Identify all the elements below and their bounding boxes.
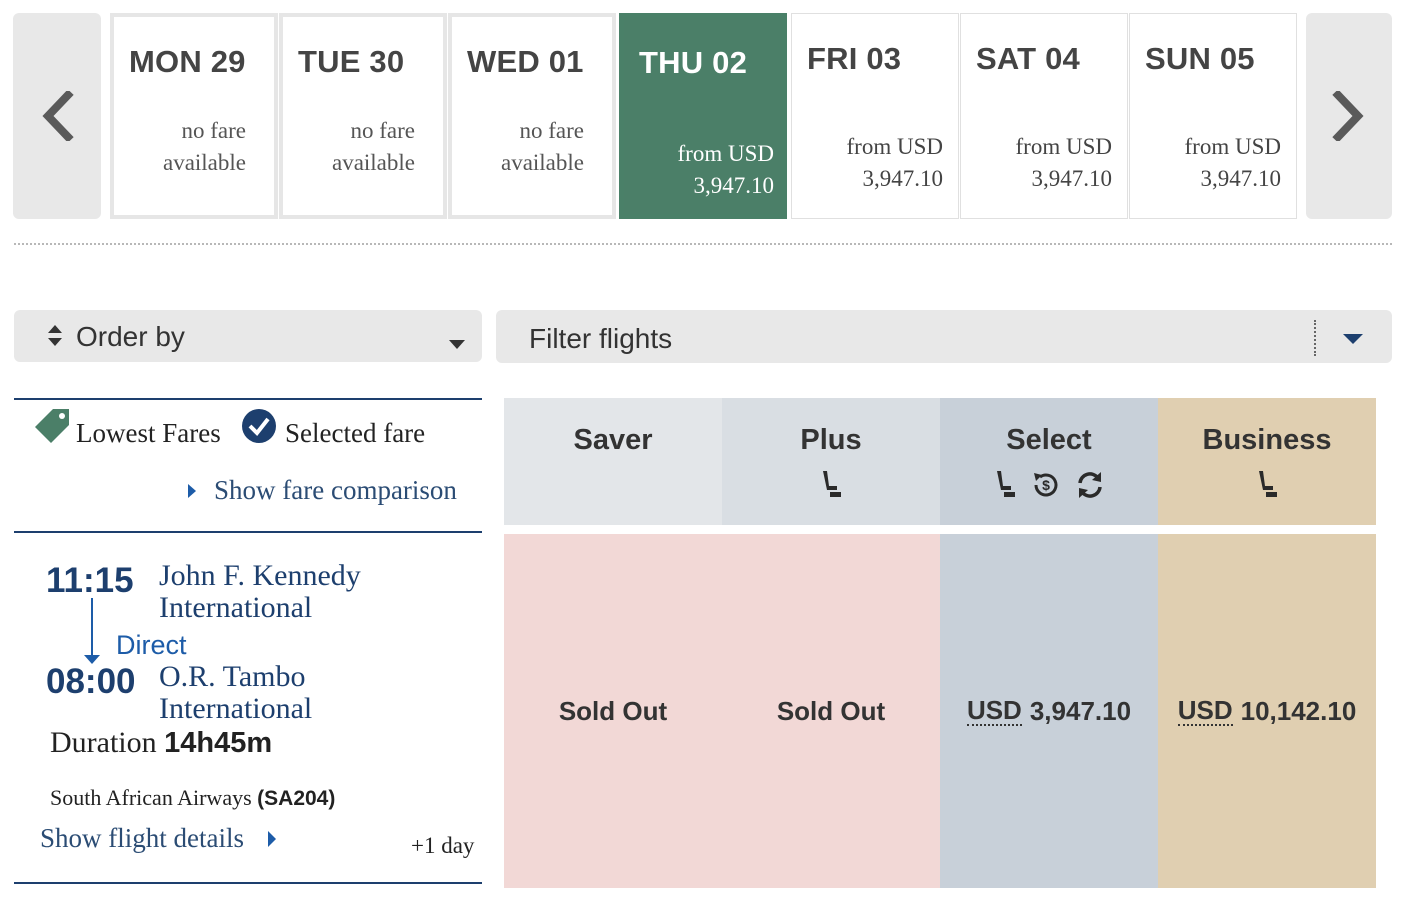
day-label: MON 29 bbox=[129, 44, 246, 79]
day-fare-price: from USD 3,947.10 bbox=[1015, 134, 1112, 191]
day-fare-price: from USD 3,947.10 bbox=[1184, 134, 1281, 191]
day-fare-status: no fare available bbox=[500, 118, 584, 175]
caret-right-icon bbox=[268, 830, 276, 847]
fare-cell-business[interactable]: USD 10,142.10 bbox=[1158, 534, 1376, 888]
flight-duration: Duration 14h45m bbox=[50, 726, 273, 759]
day-fare-status: no fare available bbox=[162, 118, 246, 175]
previous-week-button[interactable] bbox=[13, 13, 101, 219]
flight-bottom-border bbox=[14, 882, 482, 884]
seat-icon bbox=[1259, 471, 1277, 497]
chevron-down-icon bbox=[1343, 334, 1363, 344]
departure-airport: John F. Kennedy International bbox=[159, 559, 361, 624]
show-fare-comparison-link[interactable]: Show fare comparison bbox=[188, 475, 457, 506]
flight-number: (SA204) bbox=[257, 787, 336, 810]
fare-header-business: Business bbox=[1158, 398, 1376, 525]
day-fare-price: from USD 3,947.10 bbox=[846, 134, 943, 191]
day-fare-status: no fare available bbox=[331, 118, 415, 175]
stops-label: Direct bbox=[116, 630, 187, 660]
fare-name: Plus bbox=[800, 424, 862, 456]
route-line bbox=[91, 598, 93, 658]
price-amount: 3,947.10 bbox=[1029, 695, 1132, 726]
order-by-label: Order by bbox=[76, 321, 185, 352]
lowest-fares-label: Lowest Fares bbox=[76, 418, 221, 448]
arrival-airport: O.R. Tambo International bbox=[159, 660, 313, 725]
day-fare-price: from USD 3,947.10 bbox=[677, 141, 774, 198]
selected-fare-label: Selected fare bbox=[285, 418, 426, 448]
seat-icon bbox=[823, 471, 841, 497]
arrival-time: 08:00 bbox=[46, 662, 136, 701]
fare-name: Saver bbox=[573, 424, 653, 456]
day-card-wed-01[interactable]: WED 01 no fare available bbox=[448, 13, 616, 219]
chevron-down-icon bbox=[449, 340, 465, 349]
fare-status: Sold Out bbox=[558, 695, 668, 726]
day-card-tue-30[interactable]: TUE 30 no fare available bbox=[279, 13, 447, 219]
day-card-sat-04[interactable]: SAT 04 from USD 3,947.10 bbox=[960, 13, 1128, 219]
filter-divider bbox=[1314, 320, 1316, 356]
svg-text:$: $ bbox=[1042, 477, 1050, 493]
day-label: THU 02 bbox=[639, 45, 748, 80]
fare-header-saver: Saver bbox=[504, 398, 722, 525]
fare-cell-saver: Sold Out bbox=[504, 534, 722, 888]
fare-cell-plus: Sold Out bbox=[722, 534, 940, 888]
day-card-fri-03[interactable]: FRI 03 from USD 3,947.10 bbox=[791, 13, 959, 219]
filter-flights-label: Filter flights bbox=[529, 323, 673, 354]
day-label: SAT 04 bbox=[976, 41, 1080, 76]
fare-name: Business bbox=[1202, 424, 1332, 456]
change-icon bbox=[1078, 472, 1102, 498]
route-arrow-icon bbox=[84, 655, 100, 664]
day-label: SUN 05 bbox=[1145, 41, 1255, 76]
fare-header-plus: Plus bbox=[722, 398, 940, 525]
airline-info: South African Airways (SA204) bbox=[50, 785, 336, 810]
legend-bottom-border bbox=[14, 531, 482, 533]
fare-header-select: Select $ bbox=[940, 398, 1158, 525]
day-card-sun-05[interactable]: SUN 05 from USD 3,947.10 bbox=[1129, 13, 1297, 219]
fare-status: Sold Out bbox=[776, 695, 886, 726]
fare-cell-select[interactable]: USD 3,947.10 bbox=[940, 534, 1158, 888]
day-card-mon-29[interactable]: MON 29 no fare available bbox=[110, 13, 278, 219]
day-label: FRI 03 bbox=[807, 41, 902, 76]
departure-time: 11:15 bbox=[46, 561, 134, 600]
price-amount: 10,142.10 bbox=[1240, 695, 1357, 726]
seat-icon bbox=[997, 471, 1015, 497]
day-label: TUE 30 bbox=[298, 44, 405, 79]
filter-flights-dropdown[interactable]: Filter flights bbox=[496, 310, 1392, 363]
selected-check-icon bbox=[242, 409, 276, 443]
sort-icon bbox=[48, 325, 62, 346]
refund-icon: $ bbox=[1034, 473, 1058, 497]
order-by-dropdown[interactable]: Order by bbox=[14, 310, 482, 362]
show-flight-details-link[interactable]: Show flight details bbox=[40, 823, 276, 854]
fare-name: Select bbox=[1006, 424, 1092, 456]
day-label: WED 01 bbox=[467, 44, 584, 79]
price-currency: USD bbox=[966, 694, 1022, 726]
caret-right-icon bbox=[188, 483, 196, 498]
next-week-button[interactable] bbox=[1306, 13, 1392, 219]
price-tag-icon bbox=[35, 409, 69, 443]
day-offset: +1 day bbox=[411, 833, 475, 858]
chevron-right-icon bbox=[1332, 91, 1364, 141]
date-strip-divider bbox=[14, 243, 1392, 245]
price-currency: USD bbox=[1177, 694, 1233, 726]
duration-value: 14h45m bbox=[164, 727, 273, 759]
legend-top-border bbox=[14, 398, 482, 400]
chevron-left-icon bbox=[42, 91, 74, 141]
day-card-thu-02-selected[interactable]: THU 02 from USD 3,947.10 bbox=[619, 13, 787, 219]
